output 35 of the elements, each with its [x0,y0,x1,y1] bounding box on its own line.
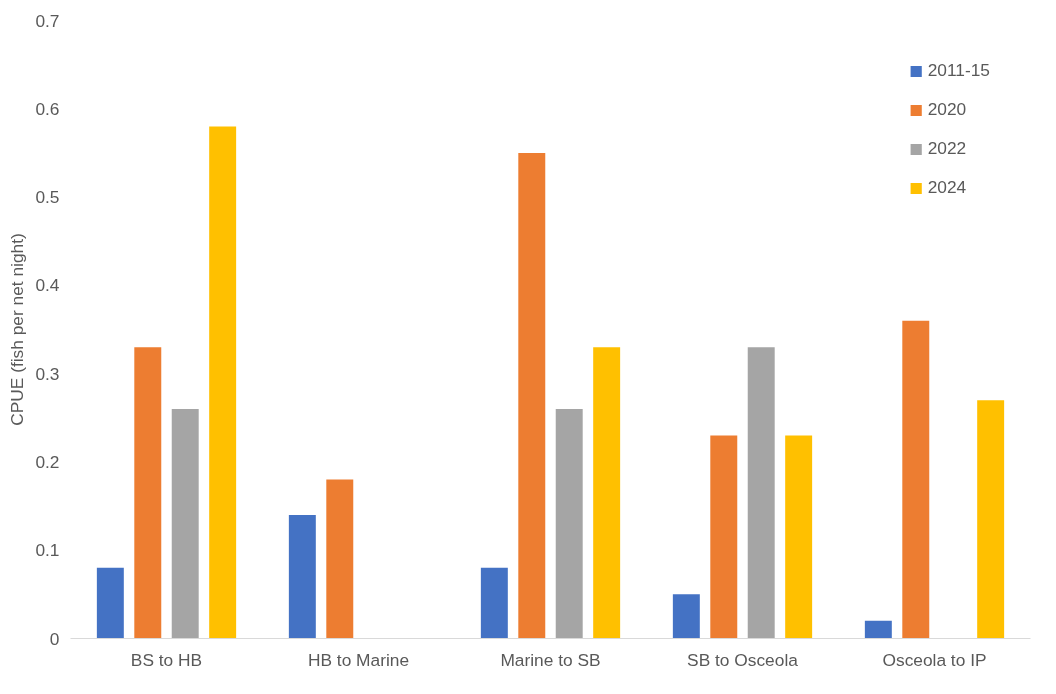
x-tick-label: Osceola to IP [882,649,987,670]
bar [747,347,775,639]
y-tick-label: 0.1 [35,540,60,561]
y-tick-label: 0.5 [35,187,60,208]
bar [518,152,546,639]
legend-label: 2020 [927,99,967,120]
bar [785,435,813,639]
bar [593,347,621,639]
y-axis-title: CPUE (fish per net night) [7,233,28,426]
y-tick-label: 0.3 [35,363,60,384]
y-tick-label: 0.4 [35,275,60,296]
bar [209,126,237,639]
legend-label: 2024 [927,177,967,198]
bar [864,620,892,639]
bar [326,479,354,639]
y-tick-label: 0.6 [35,98,60,119]
bar [134,347,162,639]
x-tick-label: BS to HB [130,649,203,670]
legend-label: 2022 [927,138,967,159]
bar [96,567,124,639]
bar [672,594,700,639]
bar [555,408,583,639]
y-tick-label: 0.2 [35,451,60,472]
bar [902,320,930,639]
y-tick-label: 0.7 [35,10,60,31]
bar [288,514,316,639]
x-tick-label: HB to Marine [307,649,410,670]
bar [171,408,199,639]
bar [480,567,508,639]
x-tick-label: Marine to SB [500,649,601,670]
x-tick-label: SB to Osceola [687,649,799,670]
bar [710,435,738,639]
y-tick-label: 0 [49,628,60,649]
legend-label: 2011-15 [927,60,990,81]
bar [977,400,1005,639]
